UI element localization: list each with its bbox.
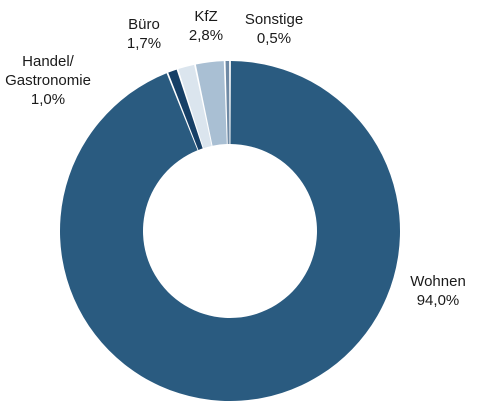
slice-value-text: 94,0% — [417, 292, 460, 309]
slice-category-text: Büro — [128, 16, 160, 33]
slice-category-text: Handel/ — [22, 53, 75, 70]
slice-label: Büro 1,7% — [127, 16, 161, 52]
slice-value-text: 2,8% — [189, 27, 223, 44]
slice-category-text: KfZ — [194, 8, 217, 25]
slice-category-text: Sonstige — [245, 11, 303, 28]
slice-label: Sonstige 0,5% — [245, 11, 303, 47]
slice-category-text: Gastronomie — [5, 72, 91, 89]
slice-label: Handel/Gastronomie 1,0% — [5, 53, 91, 108]
slice-label: Wohnen 94,0% — [410, 273, 466, 309]
slice-kfz — [195, 61, 227, 146]
slice-wohnen — [60, 61, 400, 401]
slice-category-text: Wohnen — [410, 273, 466, 290]
slices — [60, 61, 400, 401]
slice-value-text: 1,0% — [31, 91, 65, 108]
slice-sonstige — [225, 61, 230, 145]
slice-büro — [178, 64, 212, 149]
slice-value-text: 1,7% — [127, 35, 161, 52]
slice-value-text: 0,5% — [257, 30, 291, 47]
slice-handel-gastronomie — [168, 69, 203, 150]
slice-label: KfZ 2,8% — [189, 8, 223, 44]
slice-labels: Wohnen 94,0% Handel/Gastronomie 1,0% Büro 1,7… — [5, 8, 466, 309]
